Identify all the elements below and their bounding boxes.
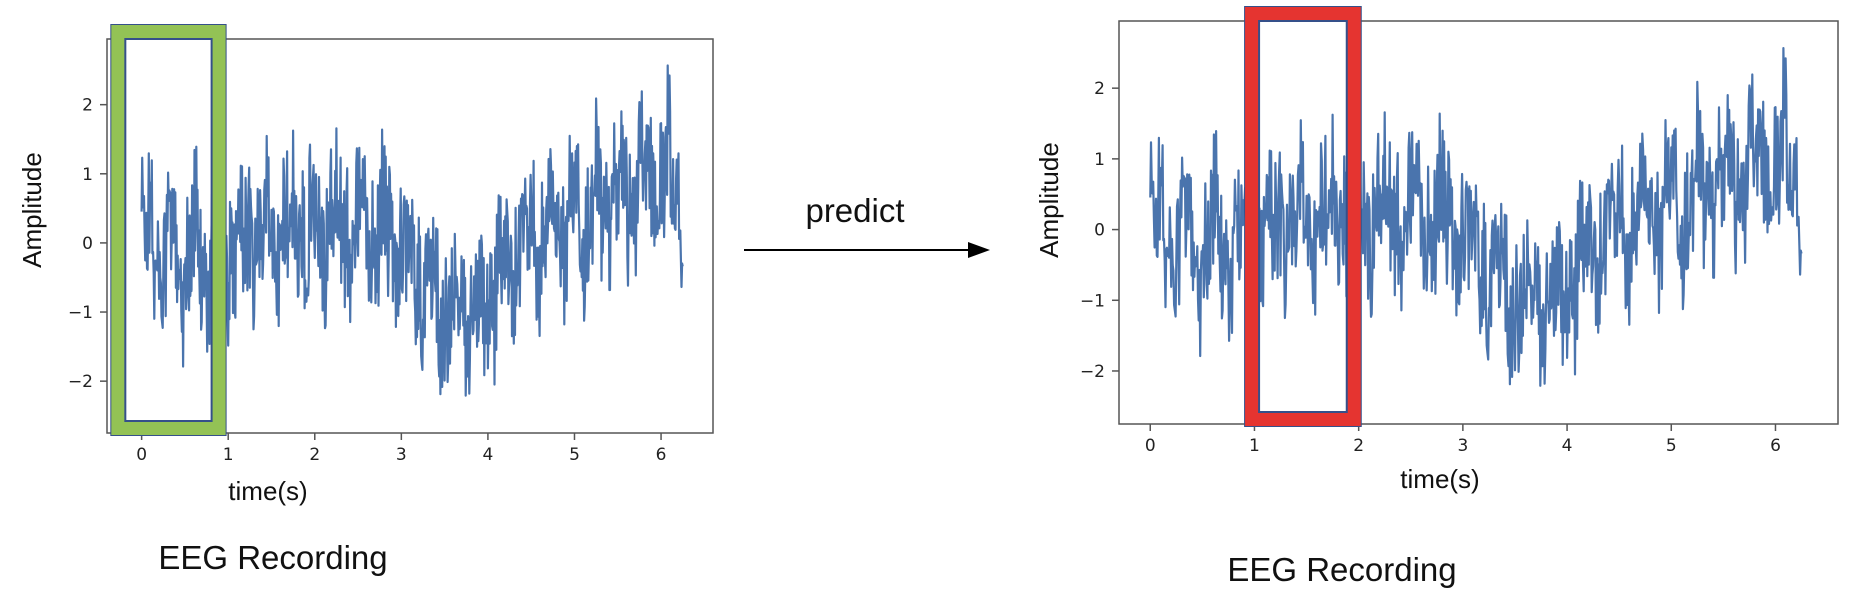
left-x-tick-label: 2	[309, 445, 320, 465]
left-plot-frame	[106, 38, 714, 434]
right-caption: EEG Recording	[1227, 551, 1456, 588]
left-x-tick-label: 4	[483, 445, 494, 465]
right-x-tick-label: 5	[1666, 436, 1677, 456]
right-y-tick-label: 1	[1094, 150, 1105, 170]
left-input-window-inner	[124, 38, 213, 422]
right-y-axis-label: Amplitude	[1034, 142, 1064, 258]
right-y-tick-label: 2	[1094, 79, 1105, 99]
left-input-window-band	[111, 25, 226, 435]
right-x-tick-label: 2	[1353, 436, 1364, 456]
left-y-ticks: −2 −1 0 1 2	[68, 96, 107, 392]
left-caption: EEG Recording	[158, 539, 387, 576]
left-x-tick-label: 0	[136, 445, 147, 465]
right-x-tick-label: 4	[1562, 436, 1573, 456]
right-x-axis-label: time(s)	[1400, 464, 1479, 494]
left-y-tick-label: −1	[68, 303, 93, 323]
arrow-label: predict	[805, 192, 904, 229]
left-x-ticks: 0 1 2 3 4 5 6	[136, 433, 666, 465]
left-x-tick-label: 3	[396, 445, 407, 465]
right-x-tick-label: 0	[1145, 436, 1156, 456]
left-y-tick-label: −2	[68, 372, 93, 392]
left-x-tick-label: 6	[656, 445, 667, 465]
right-x-tick-label: 3	[1457, 436, 1468, 456]
right-plot-frame	[1118, 20, 1839, 425]
left-y-tick-label: 1	[82, 165, 93, 185]
right-x-ticks: 0 1 2 3 4 5 6	[1145, 424, 1781, 456]
right-panel: −2 −1 0 1 2 0 1 2 3 4 5 6 Amplitude time(s) EEG Re…	[1034, 6, 1839, 588]
right-y-tick-label: −1	[1080, 291, 1105, 311]
right-x-tick-label: 1	[1249, 436, 1260, 456]
left-x-tick-label: 5	[569, 445, 580, 465]
left-x-tick-label: 1	[223, 445, 234, 465]
right-y-ticks: −2 −1 0 1 2	[1080, 79, 1119, 382]
right-predicted-window-inner	[1258, 20, 1348, 413]
arrow-head-icon	[968, 242, 990, 258]
right-x-tick-label: 6	[1770, 436, 1781, 456]
left-y-axis-label: Amplitude	[17, 152, 47, 268]
right-predicted-window-band	[1245, 7, 1361, 426]
left-y-tick-label: 2	[82, 96, 93, 116]
left-eeg-signal	[140, 64, 684, 397]
right-y-tick-label: 0	[1094, 221, 1105, 241]
left-panel: −2 −1 0 1 2 0 1 2 3 4 5 6 Amplitude time(s) EEG Re…	[17, 24, 714, 576]
right-y-tick-label: −2	[1080, 362, 1105, 382]
left-y-tick-label: 0	[82, 234, 93, 254]
left-x-axis-label: time(s)	[228, 476, 307, 506]
predict-arrow: predict	[744, 192, 990, 258]
